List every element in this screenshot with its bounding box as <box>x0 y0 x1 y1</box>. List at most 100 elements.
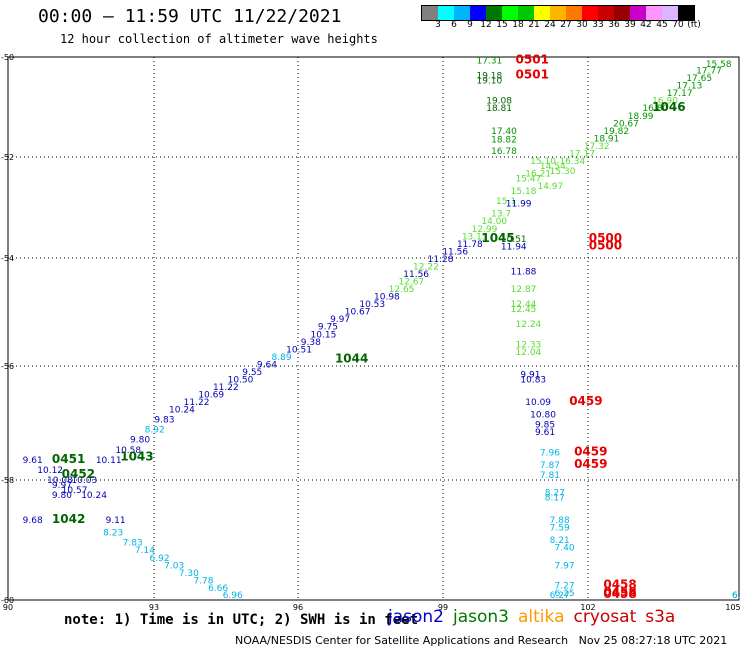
swh-value: 12.67 <box>398 278 424 288</box>
swh-value: 7.03 <box>164 561 184 571</box>
legend-label: 15 <box>496 20 508 30</box>
swh-value: 9.83 <box>154 416 174 426</box>
swh-value: 9.68 <box>23 516 43 526</box>
legend-swatch <box>518 6 534 20</box>
swh-value: 6.8 <box>732 591 740 601</box>
pass-time: 1043 <box>120 449 153 463</box>
lon-label: 99 <box>438 603 448 612</box>
swh-value: 8.89 <box>272 353 292 363</box>
legend-swatch <box>630 6 646 20</box>
swh-value: 7.78 <box>193 576 213 586</box>
swh-value: 10.24 <box>169 406 195 416</box>
swh-value: 9.97 <box>52 481 72 491</box>
swh-value: 10.15 <box>311 330 337 340</box>
swh-value: 10.98 <box>374 293 400 303</box>
swh-value: 19.10 <box>476 77 502 87</box>
pass-time: 0451 <box>52 452 85 466</box>
legend-swatch <box>678 6 694 20</box>
legend-swatch <box>470 6 486 20</box>
swh-value: 9.75 <box>318 323 338 333</box>
swh-value: 8.27 <box>545 488 565 498</box>
swh-value: 9.61 <box>535 428 555 438</box>
legend-swatch <box>646 6 662 20</box>
legend-label: 36 <box>608 20 620 30</box>
legend-label: 21 <box>528 20 540 30</box>
swh-value: 6.66 <box>208 584 228 594</box>
legend-swatch <box>438 6 454 20</box>
swh-value: 10.83 <box>520 375 546 385</box>
swh-value: 6.25 <box>555 589 575 599</box>
swh-value: 10.51 <box>501 235 527 245</box>
swh-value: 9.91 <box>520 370 540 380</box>
satellite-legend: jason2 jason3 altika cryosat s3a <box>388 607 684 627</box>
satellite-jason3: jason3 <box>453 607 509 627</box>
swh-value: 10.12 <box>37 466 63 476</box>
legend-label: 9 <box>467 20 473 30</box>
legend-label: 24 <box>544 20 556 30</box>
swh-value: 9.61 <box>23 456 43 466</box>
swh-value: 15.18 <box>511 187 537 197</box>
swh-value: 7.87 <box>540 461 560 471</box>
pass-time: 0501 <box>516 53 549 67</box>
swh-value: 17.65 <box>686 74 712 84</box>
lon-label: 105 <box>725 603 740 612</box>
legend-label: 27 <box>560 20 572 30</box>
swh-value: 12.22 <box>413 262 439 272</box>
swh-value: 12.65 <box>389 285 415 295</box>
map-frame <box>7 56 740 601</box>
graticule <box>7 56 740 601</box>
swh-value: 6.92 <box>150 554 170 564</box>
swh-value: 17.17 <box>569 149 595 159</box>
swh-value: 11.88 <box>511 267 537 277</box>
legend-label: 39 <box>624 20 636 30</box>
color-legend <box>421 5 695 21</box>
swh-value: 10.03 <box>71 476 97 486</box>
pass-time: 0458 <box>603 577 636 591</box>
map-subtitle: 12 hour collection of altimeter wave hei… <box>60 32 378 46</box>
swh-value: 7.88 <box>550 516 570 526</box>
lon-label: 102 <box>580 603 595 612</box>
swh-value: 18.99 <box>628 112 654 122</box>
swh-value: 8.92 <box>145 426 165 436</box>
pass-time: 0452 <box>62 467 95 481</box>
swh-value: 10.50 <box>228 375 254 385</box>
legend-label: 6 <box>451 20 457 30</box>
legend-swatch <box>534 6 550 20</box>
swh-value: 11.99 <box>506 200 532 210</box>
swh-value: 10.80 <box>530 411 556 421</box>
swh-value: 7.81 <box>540 471 560 481</box>
swh-value: 6.27 <box>550 591 570 601</box>
swh-value: 15.10 <box>530 157 556 167</box>
pass-time: 1046 <box>652 100 685 114</box>
swh-value: 10.58 <box>115 446 141 456</box>
swh-value: 16.78 <box>491 147 517 157</box>
legend-label: 30 <box>576 20 588 30</box>
swh-value: 10.69 <box>198 391 224 401</box>
swh-value: 16.90 <box>652 97 678 107</box>
legend-swatch <box>454 6 470 20</box>
legend-label: 12 <box>480 20 492 30</box>
swh-value: 17.17 <box>667 89 693 99</box>
legend-swatch <box>422 6 438 20</box>
swh-value: 9.80 <box>130 436 150 446</box>
legend-label: (ft) <box>687 20 701 30</box>
swh-value: 20.67 <box>613 119 639 129</box>
legend-label: 70 <box>672 20 684 30</box>
swh-value: 12.33 <box>516 340 542 350</box>
legend-swatch <box>550 6 566 20</box>
swh-value: 12.99 <box>472 225 498 235</box>
swh-value: 10.08 <box>47 476 73 486</box>
legend-swatch <box>598 6 614 20</box>
swh-value: 7.59 <box>550 524 570 534</box>
swh-value: 6.96 <box>223 591 243 601</box>
lat-label: -60 <box>1 596 14 605</box>
swh-value: 18.81 <box>486 104 512 114</box>
swh-value: 10.51 <box>286 345 312 355</box>
swh-value: 8.17 <box>545 493 565 503</box>
swh-value: 12.24 <box>516 320 542 330</box>
footer-note: note: 1) Time is in UTC; 2) SWH is in fe… <box>64 612 419 628</box>
pass-time: 0458 <box>603 587 636 601</box>
swh-value: 7.40 <box>555 544 575 554</box>
legend-swatch <box>582 6 598 20</box>
